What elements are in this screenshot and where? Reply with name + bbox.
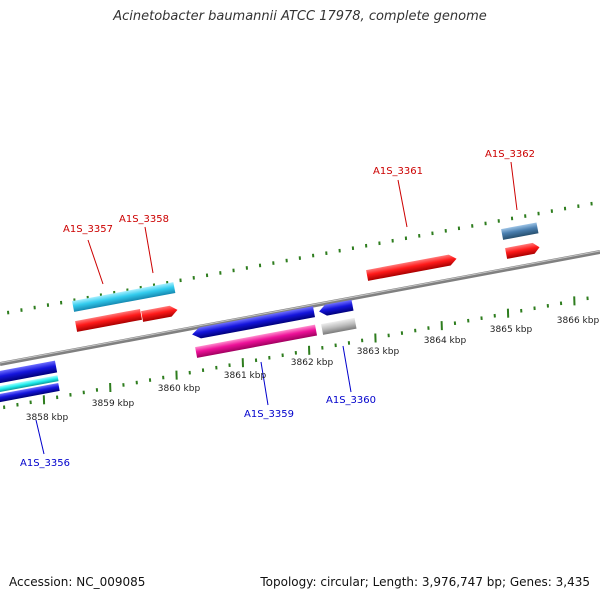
gene-feature-a1s-3356-aqua[interactable] — [0, 375, 59, 393]
gene-label-a1s-3359[interactable]: A1S_3359 — [244, 409, 294, 420]
leader-line-a1s-3357 — [87, 239, 104, 285]
gene-feature-a1s-3359-cds[interactable] — [195, 324, 318, 358]
scale-label: 3861 kbp — [224, 371, 267, 381]
gene-feature[interactable] — [501, 222, 539, 240]
gene-feature[interactable] — [0, 375, 59, 393]
leader-line-a1s-3356 — [35, 419, 45, 455]
gene-feature[interactable] — [0, 383, 60, 403]
gene-feature-a1s-3359[interactable] — [191, 306, 315, 340]
gene-label-a1s-3361[interactable]: A1S_3361 — [373, 166, 423, 177]
leader-line-a1s-3360 — [342, 345, 352, 393]
scale-label: 3859 kbp — [92, 399, 135, 409]
gene-feature[interactable] — [75, 308, 142, 332]
gene-feature-a1s-3362[interactable] — [501, 222, 539, 240]
gene-feature-a1s-3361[interactable] — [366, 253, 457, 281]
leader-line-a1s-3362 — [510, 161, 518, 211]
scale-label: 3862 kbp — [291, 358, 334, 368]
gene-feature[interactable] — [191, 306, 315, 340]
gene-feature-a1s-3357[interactable] — [72, 282, 176, 312]
gene-label-a1s-3362[interactable]: A1S_3362 — [485, 149, 535, 160]
gene-feature[interactable] — [141, 304, 178, 322]
scale-label: 3858 kbp — [26, 413, 69, 423]
gene-label-a1s-3358[interactable]: A1S_3358 — [119, 214, 169, 225]
gene-feature[interactable] — [321, 317, 357, 335]
topology-text: Topology: circular; Length: 3,976,747 bp… — [260, 575, 590, 589]
accession-text: Accession: NC_009085 — [9, 575, 146, 589]
gene-feature[interactable] — [0, 360, 58, 384]
map-title: Acinetobacter baumannii ATCC 17978, comp… — [113, 9, 487, 24]
gene-feature[interactable] — [72, 282, 176, 312]
leader-line-a1s-3361 — [397, 179, 408, 228]
gene-feature[interactable] — [366, 253, 457, 281]
scale-label: 3860 kbp — [158, 384, 201, 394]
gene-feature-a1s-3360-cds[interactable] — [321, 317, 357, 335]
scale-label: 3866 kbp — [557, 316, 600, 326]
gene-feature-a1s-3360[interactable] — [318, 299, 354, 317]
genome-backbone-highlight — [0, 250, 600, 364]
genome-backbone — [0, 250, 600, 366]
gene-feature[interactable] — [195, 324, 318, 358]
scale-label: 3864 kbp — [424, 336, 467, 346]
gene-feature[interactable] — [505, 242, 540, 259]
gene-feature-a1s-3358[interactable] — [141, 304, 178, 322]
gene-feature-a1s-3356-lower[interactable] — [0, 383, 60, 403]
gene-feature-a1s-3356[interactable] — [0, 360, 58, 384]
scale-label: 3865 kbp — [490, 325, 533, 335]
gene-feature-a1s-3362-cds[interactable] — [505, 242, 540, 259]
gene-label-a1s-3356[interactable]: A1S_3356 — [20, 458, 70, 469]
leader-line-a1s-3359 — [260, 361, 269, 406]
gene-feature[interactable] — [318, 299, 354, 317]
gene-label-a1s-3357[interactable]: A1S_3357 — [63, 224, 113, 235]
gene-feature-a1s-3357-cds[interactable] — [75, 308, 142, 332]
inner-scale-ticks — [3, 296, 589, 410]
leader-line-a1s-3358 — [144, 226, 154, 274]
scale-label: 3863 kbp — [357, 347, 400, 357]
gene-label-a1s-3360[interactable]: A1S_3360 — [326, 395, 376, 406]
